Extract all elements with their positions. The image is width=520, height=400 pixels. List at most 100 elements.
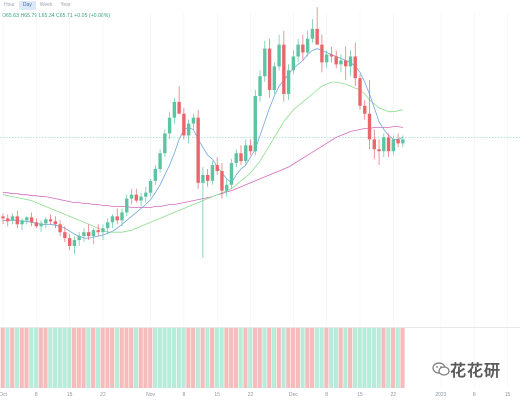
volume-bar-77 [367, 328, 372, 388]
tab-week[interactable]: Week [39, 1, 53, 8]
volume-bar-28 [133, 328, 139, 388]
candle-75 [358, 74, 362, 110]
candle-body-30 [144, 192, 148, 197]
volume-bar-42 [200, 328, 205, 388]
candle-body-31 [148, 180, 153, 193]
candle-body-80 [382, 137, 386, 152]
volume-bar-10 [48, 328, 53, 388]
candle-63 [301, 34, 305, 61]
volume-bar-62 [295, 328, 300, 388]
toolbar: Hour Day Week Year [0, 0, 520, 10]
candle-53 [253, 90, 257, 156]
volume-bar-27 [129, 328, 134, 388]
candle-body-8 [39, 223, 43, 227]
volume-bar-5 [24, 328, 29, 388]
volume-bar-51 [243, 328, 248, 388]
candle-body-60 [286, 70, 291, 94]
volume-bar-29 [138, 328, 143, 388]
candle-7 [34, 218, 39, 229]
x-tick-label-2: 15 [67, 392, 73, 398]
candle-body-40 [191, 117, 196, 124]
candle-body-6 [29, 217, 34, 223]
candle-64 [305, 30, 310, 57]
volume-bar-44 [210, 328, 215, 388]
watermark: 花花研 [432, 357, 501, 381]
candle-body-25 [120, 212, 124, 221]
candle-74 [353, 42, 357, 87]
candle-body-77 [367, 113, 372, 140]
x-tick-label-14: 15 [505, 392, 511, 398]
candle-body-38 [182, 113, 186, 136]
volume-bar-9 [43, 328, 48, 388]
candle-48 [229, 159, 234, 189]
candle-body-61 [291, 56, 296, 71]
volume-bar-70 [333, 328, 338, 388]
volume-bar-15 [72, 328, 77, 388]
tab-hour[interactable]: Hour [4, 1, 15, 8]
candle-body-18 [86, 232, 91, 237]
candle-79 [377, 139, 381, 166]
candle-body-36 [172, 101, 177, 118]
volume-bar-6 [29, 328, 34, 388]
candle-56 [267, 38, 272, 98]
candle-60 [286, 64, 291, 100]
candle-body-74 [353, 56, 357, 79]
volume-bar-63 [300, 328, 305, 388]
candle-body-13 [63, 232, 67, 239]
candle-body-83 [396, 139, 400, 144]
candle-body-72 [344, 60, 348, 67]
volume-bar-52 [248, 328, 253, 388]
volume-bar-31 [148, 328, 153, 388]
candle-body-75 [358, 78, 362, 106]
candle-18 [86, 224, 91, 241]
x-tick-label-4: Nov [146, 392, 155, 398]
chart-grid [2, 12, 508, 388]
volume-bar-12 [57, 328, 62, 388]
volume-bar-1 [5, 328, 10, 388]
candle-5 [25, 216, 29, 225]
candle-83 [396, 133, 400, 148]
candle-body-39 [186, 123, 191, 136]
volume-bar-48 [229, 328, 234, 388]
candle-body-62 [296, 44, 300, 57]
candle-49 [234, 149, 238, 168]
volume-bar-24 [114, 328, 120, 388]
candle-65 [310, 18, 315, 43]
volume-bar-84 [400, 328, 405, 388]
volume-bar-45 [214, 328, 219, 388]
tab-day[interactable]: Day [18, 0, 36, 10]
candle-body-84 [401, 139, 405, 144]
volume-bar-57 [271, 328, 277, 388]
tab-year[interactable]: Year [60, 1, 71, 8]
volume-bars [0, 328, 405, 388]
candle-body-34 [163, 133, 167, 154]
candle-71 [339, 54, 343, 73]
volume-bar-68 [324, 328, 329, 388]
candle-body-71 [339, 60, 343, 65]
candle-24 [115, 208, 119, 225]
candle-37 [177, 86, 181, 114]
candle-11 [53, 216, 58, 229]
x-tick-label-9: 8 [325, 392, 328, 398]
volume-bar-71 [338, 328, 343, 388]
volume-bar-41 [195, 328, 200, 388]
candle-9 [44, 217, 48, 229]
x-tick-label-10: 15 [357, 392, 363, 398]
x-tick-label-13: 8 [473, 392, 476, 398]
candle-82 [391, 135, 396, 156]
candle-81 [386, 133, 391, 158]
candle-body-82 [391, 139, 396, 152]
volume-bar-65 [310, 328, 315, 388]
volume-bar-14 [67, 328, 72, 388]
watermark-text: 花花研 [450, 361, 502, 380]
candle-6 [29, 212, 34, 227]
candle-57 [272, 62, 277, 94]
candle-body-4 [20, 220, 24, 225]
candle-54 [258, 70, 262, 102]
x-axis: Oct 8 15 22 Nov 8 15 22 Dec 8 15 22 2023 8 15 [0, 392, 511, 398]
candle-27 [129, 188, 134, 205]
candle-78 [372, 129, 376, 160]
candle-31 [148, 178, 153, 197]
candle-body-35 [167, 117, 172, 134]
